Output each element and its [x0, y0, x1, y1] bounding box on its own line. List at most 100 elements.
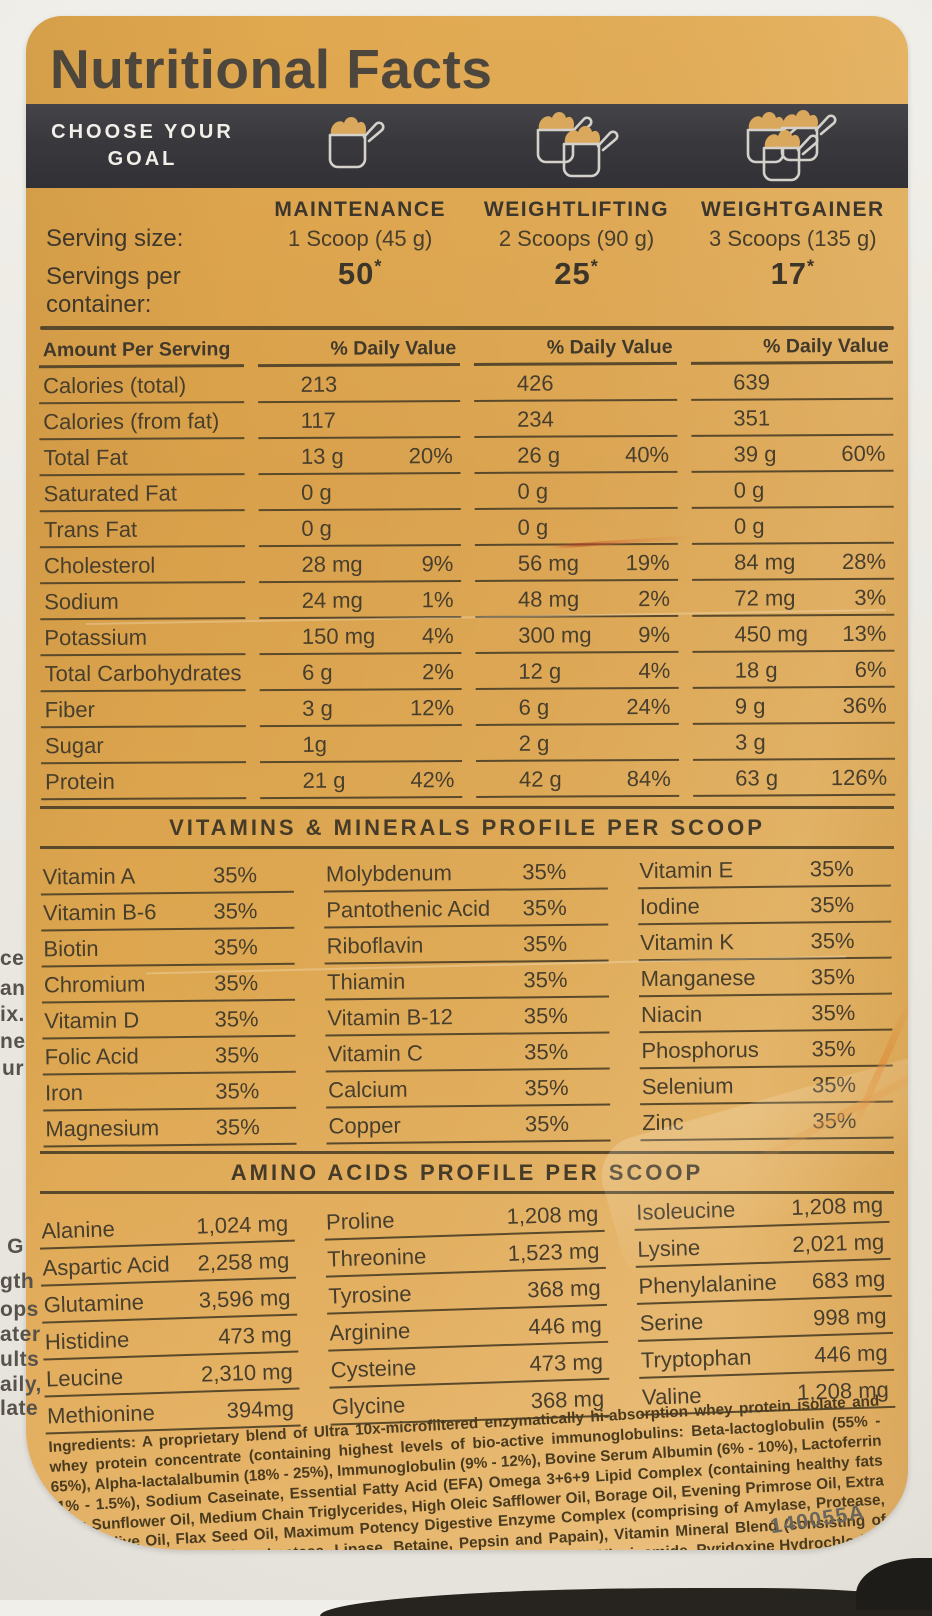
daily-value-header: % Daily Value: [330, 337, 457, 360]
dv-header-cell: % Daily Value: [257, 332, 461, 368]
margin-text-fragment: G: [7, 1235, 24, 1258]
item-name: Vitamin B-12: [327, 1004, 454, 1031]
value-group: 1g: [259, 726, 463, 764]
asterisk: *: [590, 256, 599, 277]
item-value: 35%: [214, 1006, 259, 1032]
item-value: 35%: [522, 894, 567, 921]
item-value: 2,310 mg: [200, 1358, 294, 1387]
item-name: Alanine: [40, 1216, 116, 1244]
asterisk: *: [374, 256, 383, 277]
vitamin-row: Pantothenic Acid 35%: [324, 889, 609, 929]
daily-value: 20%: [408, 443, 453, 469]
item-value: 394mg: [226, 1395, 295, 1423]
amount-value: 234: [516, 406, 554, 432]
item-value: 368 mg: [526, 1275, 601, 1303]
item-value: 3,596 mg: [198, 1284, 291, 1313]
item-name: Niacin: [640, 1001, 703, 1028]
item-name: Iron: [44, 1080, 84, 1106]
table-row: Total Fat 13 g 20% 26 g 40% 39 g 60%: [39, 435, 894, 477]
daily-value: 4%: [421, 623, 454, 649]
amount-value: 1g: [302, 731, 327, 757]
table-row: Fiber 3 g 12% 6 g 24% 9 g 36%: [40, 687, 895, 729]
vitamin-row: Copper 35%: [326, 1105, 611, 1145]
item-value: 998 mg: [812, 1303, 887, 1331]
value-group: 26 g 40%: [474, 436, 678, 474]
daily-value: 4%: [638, 657, 671, 684]
plans-header: MAINTENANCE WEIGHTLIFTING WEIGHTGAINER Ser…: [26, 188, 908, 319]
daily-value: 9%: [421, 551, 454, 577]
row-label: Protein: [41, 763, 247, 801]
vitamin-row: Vitamin E 35%: [637, 850, 891, 890]
item-value: 35%: [522, 858, 567, 885]
item-value: 35%: [811, 1035, 856, 1062]
row-label: Calories (from fat): [39, 403, 245, 441]
amino-section-title: AMINO ACIDS PROFILE PER SCOOP: [40, 1151, 894, 1194]
row-label: Cholesterol: [39, 547, 246, 585]
daily-value: 40%: [624, 441, 670, 468]
scoop-1x-icon: [328, 115, 385, 169]
value-group: 426: [474, 364, 677, 402]
row-label: Sodium: [40, 583, 246, 621]
daily-value: 84%: [626, 765, 671, 792]
profile-column: Alanine 1,024 mg Aspartic Acid 2,258 mg Glut…: [38, 1204, 301, 1435]
item-value: 1,024 mg: [196, 1210, 289, 1239]
item-name: Chromium: [43, 971, 146, 998]
item-name: Serine: [639, 1308, 704, 1336]
vitamin-row: Magnesium 35%: [43, 1108, 297, 1148]
amount-value: 72 mg: [734, 585, 796, 611]
item-name: Molybdenum: [325, 860, 452, 887]
value-group: 13 g 20%: [258, 438, 461, 476]
vitamin-row: Biotin 35%: [41, 928, 295, 968]
plan-serving-size: 2 Scoops (90 g): [498, 226, 655, 251]
daily-value: 9%: [638, 621, 671, 648]
item-name: Arginine: [329, 1318, 411, 1346]
item-name: Iodine: [639, 893, 700, 920]
margin-text-fragment: an: [0, 977, 26, 1000]
scoop-3x-icon: [746, 108, 837, 182]
goal-bar: CHOOSE YOUR GOAL: [26, 104, 908, 188]
item-value: 35%: [212, 862, 258, 888]
item-value: 683 mg: [811, 1266, 886, 1294]
row-label: Saturated Fat: [39, 475, 245, 513]
table-row: Sugar 1g 2 g 3 g: [40, 723, 896, 765]
value-group: 2 g: [476, 724, 679, 762]
margin-text-fragment: late: [0, 1397, 39, 1420]
plan-serving-size: 3 Scoops (135 g): [709, 226, 877, 251]
margin-text-fragment: ater: [0, 1323, 41, 1346]
amount-value: 2 g: [518, 730, 550, 756]
row-label: Fiber: [40, 691, 246, 729]
vitamins-section-title: VITAMINS & MINERALS PROFILE PER SCOOP: [40, 806, 894, 849]
item-name: Thiamin: [326, 968, 406, 995]
margin-text-fragment: ce: [0, 947, 25, 970]
item-value: 1,523 mg: [507, 1238, 600, 1266]
item-name: Phosphorus: [641, 1036, 759, 1064]
amount-value: 0 g: [733, 513, 765, 539]
daily-value: 6%: [854, 656, 887, 682]
margin-text-fragment: aily,: [0, 1373, 42, 1396]
item-name: Threonine: [326, 1243, 427, 1272]
item-value: 35%: [215, 1114, 260, 1140]
margin-text-fragment: gth: [0, 1270, 35, 1293]
profile-column: Vitamin A 35% Vitamin B-6 35% Biotin 35% Chrom…: [40, 856, 297, 1148]
value-group: 450 mg 13%: [691, 615, 895, 653]
item-value: 35%: [214, 970, 259, 996]
item-value: 473 mg: [529, 1348, 604, 1377]
weightgainer-icon-cell: [686, 104, 908, 188]
ingredients-label: Ingredients:: [48, 1434, 137, 1456]
item-value: 35%: [524, 1074, 569, 1101]
item-value: 35%: [810, 963, 856, 990]
margin-text-fragment: ops: [0, 1298, 39, 1321]
dv-header-cell: % Daily Value: [474, 330, 677, 366]
table-row: Cholesterol 28 mg 9% 56 mg 19% 84 mg 28%: [39, 543, 895, 585]
value-group: 28 mg 9%: [258, 546, 462, 584]
daily-value: 19%: [625, 549, 670, 576]
item-name: Folic Acid: [44, 1043, 139, 1070]
row-label: Calories (total): [38, 367, 245, 405]
row-label: Total Fat: [39, 439, 245, 477]
value-group: 63 g 126%: [692, 759, 896, 797]
item-value: 35%: [811, 999, 856, 1026]
scoop-2x-icon: [537, 110, 620, 178]
amount-value: 3 g: [735, 729, 766, 755]
value-group: 24 mg 1%: [259, 582, 462, 620]
item-value: 35%: [213, 934, 258, 960]
